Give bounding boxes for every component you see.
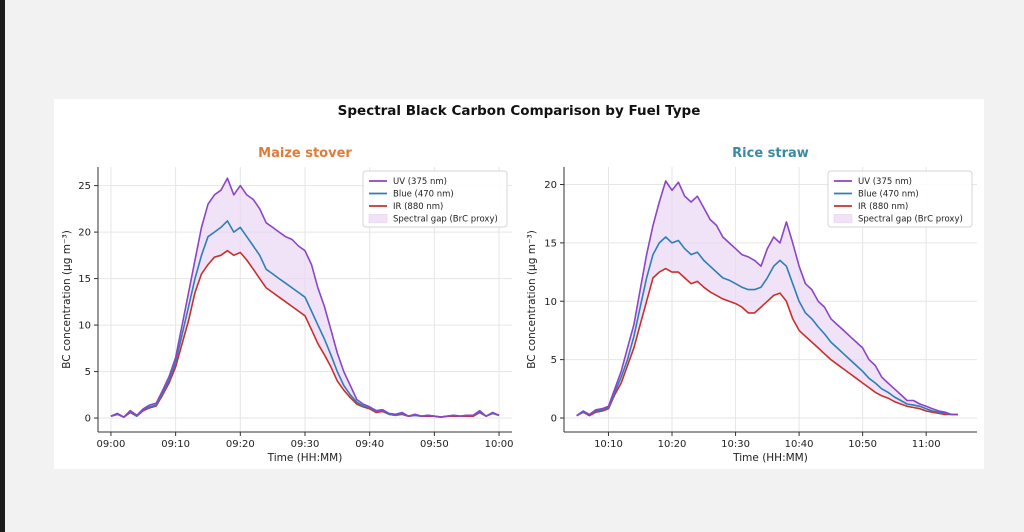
series-line-ir — [576, 267, 958, 417]
figure-title: Spectral Black Carbon Comparison by Fuel… — [337, 103, 701, 119]
legend-label: Spectral gap (BrC proxy) — [393, 215, 498, 225]
legend-label: IR (880 nm) — [858, 202, 908, 212]
chart-maize-stover: Maize stover 09:00 09:10 09:20 09:30 09:40 09:… — [61, 146, 514, 464]
y-tick-label: 0 — [85, 414, 91, 425]
window-edge — [0, 0, 5, 532]
series-line-uv — [110, 177, 500, 418]
y-tick-label: 20 — [78, 228, 91, 239]
legend-swatch-spectral-gap — [368, 214, 388, 223]
legend-label: Blue (470 nm) — [393, 190, 454, 200]
y-tick-label: 0 — [551, 413, 557, 424]
chart-rice-straw: Rice straw 10:10 10:20 10:30 10:40 10:50 11:00… — [526, 146, 977, 464]
y-tick-label: 10 — [544, 297, 557, 308]
x-tick-label: 09:30 — [291, 439, 320, 450]
x-tick-label: 09:40 — [355, 439, 384, 450]
y-tick-label: 20 — [544, 180, 557, 191]
legend-box — [362, 170, 508, 228]
y-tick-label: 5 — [85, 367, 91, 378]
x-tick-label: 10:50 — [848, 439, 877, 450]
legend-label: Blue (470 nm) — [858, 190, 919, 200]
y-tick-label: 15 — [78, 274, 91, 285]
x-tick-label: 09:00 — [97, 439, 126, 450]
y-tick-label: 10 — [78, 321, 91, 332]
figure: Spectral Black Carbon Comparison by Fuel… — [54, 99, 984, 469]
x-tick-label: 09:10 — [161, 439, 190, 450]
x-tick-label: 09:50 — [420, 439, 449, 450]
legend-label: IR (880 nm) — [393, 202, 443, 212]
x-tick-label: 09:20 — [226, 439, 255, 450]
legend-label: UV (375 nm) — [858, 177, 912, 187]
x-tick-label: 10:30 — [721, 439, 750, 450]
x-tick-label: 10:00 — [485, 439, 514, 450]
series-line-blue — [576, 236, 958, 417]
y-axis-label: BC concentration (µg m⁻³) — [526, 230, 538, 369]
legend-label: UV (375 nm) — [393, 177, 447, 187]
x-tick-label: 11:00 — [912, 439, 941, 450]
chart-title: Rice straw — [732, 146, 809, 161]
y-axis-label: BC concentration (µg m⁻³) — [61, 230, 73, 369]
legend-label: Spectral gap (BrC proxy) — [858, 215, 963, 225]
x-axis-label: Time (HH:MM) — [732, 452, 808, 464]
series-line-uv — [576, 180, 958, 417]
legend-swatch-spectral-gap — [833, 214, 853, 223]
x-tick-label: 10:20 — [658, 439, 687, 450]
chart-title: Maize stover — [258, 146, 352, 161]
x-tick-label: 10:10 — [594, 439, 623, 450]
y-tick-label: 5 — [551, 355, 557, 366]
spectral-gap-band — [576, 181, 958, 416]
y-tick-label: 25 — [78, 181, 91, 192]
y-tick-label: 15 — [544, 238, 557, 249]
x-tick-label: 10:40 — [785, 439, 814, 450]
x-axis-label: Time (HH:MM) — [267, 452, 343, 464]
legend-box — [827, 170, 973, 228]
